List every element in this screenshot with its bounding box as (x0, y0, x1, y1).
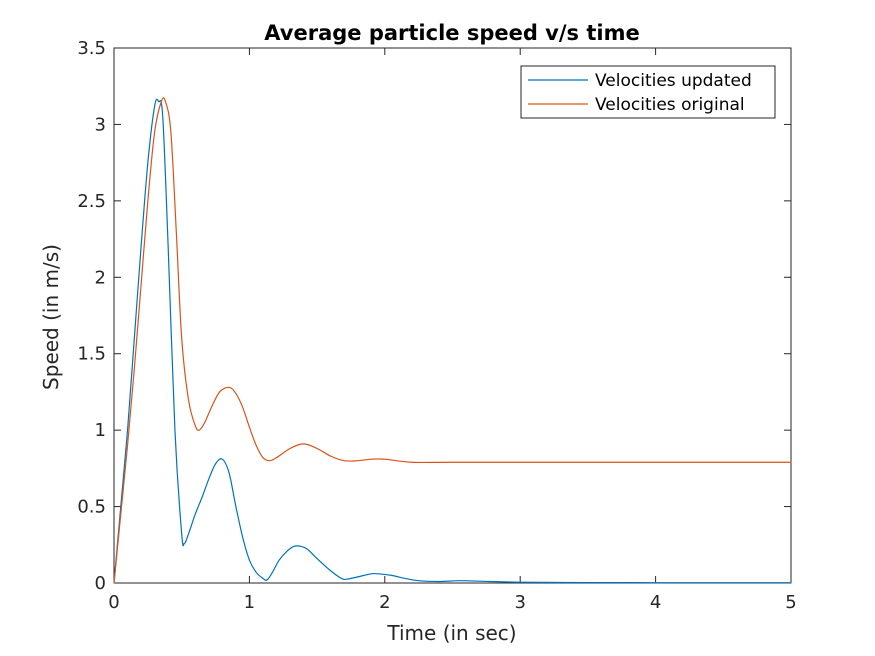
legend-box (520, 65, 776, 119)
y-tick-label: 1 (95, 420, 106, 441)
chart-title: Average particle speed v/s time (264, 21, 639, 45)
series-line-velocities-updated (113, 98, 792, 584)
series-line-velocities-original (113, 97, 792, 584)
x-tick-label: 2 (379, 592, 390, 613)
x-tick-label: 3 (514, 592, 525, 613)
y-axis-title: Speed (in m/s) (39, 244, 63, 390)
x-tick-label: 5 (785, 592, 796, 613)
plot-area-border (113, 47, 792, 584)
plot-frame (113, 47, 792, 584)
legend-label: Velocities original (595, 95, 745, 115)
y-tick-label: 0.5 (77, 497, 106, 518)
x-tick-label: 4 (650, 592, 661, 613)
y-tick-label: 3 (95, 114, 106, 135)
x-axis-title: Time (in sec) (386, 621, 516, 645)
y-tick-label: 0 (95, 573, 106, 594)
series-lines (113, 97, 792, 584)
legend: Velocities updated Velocities original (520, 65, 776, 119)
x-tick-label: 1 (244, 592, 255, 613)
legend-label: Velocities updated (595, 71, 752, 91)
y-tick-label: 2 (95, 267, 106, 288)
x-axis-ticks: 0 1 2 3 4 5 (108, 48, 797, 613)
y-tick-label: 2.5 (77, 191, 106, 212)
y-tick-label: 1.5 (77, 344, 106, 365)
y-axis-ticks: 0 0.5 1 1.5 2 2.5 3 3.5 (77, 38, 791, 594)
y-tick-label: 3.5 (77, 38, 106, 59)
x-tick-label: 0 (108, 592, 119, 613)
